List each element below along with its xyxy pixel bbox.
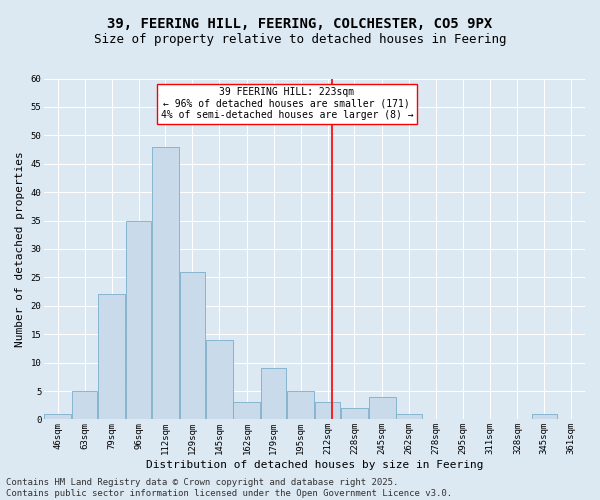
Bar — [369, 396, 395, 419]
Bar — [206, 340, 233, 419]
Text: 39, FEERING HILL, FEERING, COLCHESTER, CO5 9PX: 39, FEERING HILL, FEERING, COLCHESTER, C… — [107, 18, 493, 32]
Bar — [72, 391, 97, 420]
Bar — [126, 220, 151, 420]
Bar — [532, 414, 557, 420]
Bar — [341, 408, 368, 420]
Bar — [44, 414, 71, 420]
Bar — [397, 414, 422, 420]
Text: Contains HM Land Registry data © Crown copyright and database right 2025.
Contai: Contains HM Land Registry data © Crown c… — [6, 478, 452, 498]
Bar — [261, 368, 286, 420]
Bar — [152, 146, 179, 420]
Bar — [233, 402, 260, 419]
Bar — [287, 391, 314, 420]
Bar — [180, 272, 205, 420]
Bar — [98, 294, 125, 420]
Text: 39 FEERING HILL: 223sqm
← 96% of detached houses are smaller (171)
4% of semi-de: 39 FEERING HILL: 223sqm ← 96% of detache… — [161, 87, 413, 120]
X-axis label: Distribution of detached houses by size in Feering: Distribution of detached houses by size … — [146, 460, 483, 470]
Bar — [315, 402, 340, 419]
Y-axis label: Number of detached properties: Number of detached properties — [15, 151, 25, 347]
Text: Size of property relative to detached houses in Feering: Size of property relative to detached ho… — [94, 32, 506, 46]
